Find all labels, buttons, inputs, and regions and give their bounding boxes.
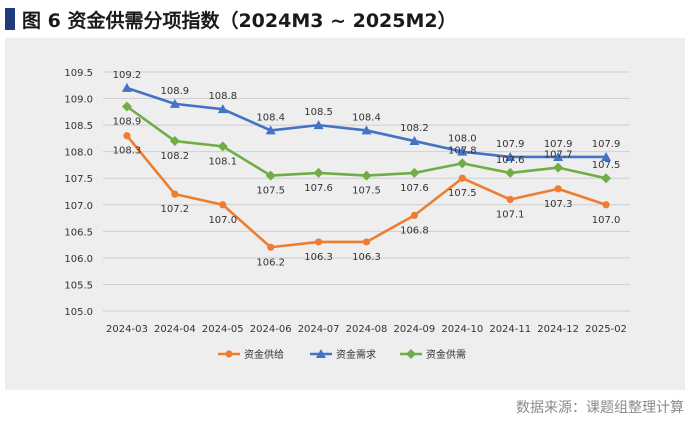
data-point-0 [219, 201, 227, 209]
data-point-0 [267, 243, 275, 251]
data-label: 107.9 [496, 139, 525, 150]
data-label: 108.2 [161, 151, 190, 162]
data-label: 108.9 [161, 86, 190, 97]
legend-label: 资金需求 [336, 348, 376, 361]
y-tick-label: 107.0 [64, 201, 93, 212]
data-label: 106.8 [400, 225, 429, 236]
x-tick-label: 2024-06 [250, 324, 292, 335]
y-tick-label: 107.5 [64, 174, 93, 185]
legend-label: 资金供需 [426, 348, 466, 361]
x-tick-label: 2024-05 [202, 324, 244, 335]
data-point-1 [217, 104, 228, 114]
x-tick-label: 2024-10 [441, 324, 483, 335]
data-point-2 [217, 141, 228, 152]
y-tick-label: 108.0 [64, 148, 93, 159]
data-label: 107.0 [208, 215, 237, 226]
data-label: 107.2 [161, 204, 190, 215]
data-point-0 [410, 211, 419, 219]
data-label: 108.5 [304, 107, 333, 118]
data-label: 107.5 [448, 188, 477, 199]
y-tick-label: 109.5 [64, 68, 93, 79]
data-label: 107.1 [496, 209, 525, 220]
data-label: 107.5 [592, 160, 621, 171]
data-label: 108.0 [448, 134, 477, 145]
data-point-0 [362, 238, 371, 246]
data-point-1 [553, 151, 564, 161]
data-label: 108.4 [352, 112, 381, 123]
legend-marker [406, 349, 416, 359]
y-tick-label: 105.5 [64, 280, 93, 291]
data-label: 107.5 [352, 186, 381, 197]
source-note: 数据来源：课题组整理计算 [516, 400, 684, 416]
data-label: 108.2 [400, 123, 429, 134]
data-point-2 [361, 170, 372, 181]
data-point-0 [123, 132, 131, 140]
data-label: 107.6 [496, 155, 525, 166]
data-label: 108.9 [113, 117, 142, 128]
title-marker [5, 8, 15, 30]
data-point-2 [265, 170, 276, 181]
data-label: 106.2 [256, 257, 285, 268]
data-point-1 [457, 146, 468, 156]
y-tick-label: 109.0 [64, 95, 93, 106]
y-tick-label: 106.0 [64, 254, 93, 265]
data-point-0 [314, 238, 323, 246]
data-point-0 [458, 174, 466, 182]
data-point-2 [505, 167, 516, 178]
x-tick-label: 2025-02 [585, 324, 627, 335]
legend-marker [225, 350, 233, 358]
data-label: 107.6 [304, 183, 333, 194]
data-point-1 [409, 136, 420, 146]
x-tick-label: 2024-03 [106, 324, 148, 335]
data-label: 109.2 [113, 70, 142, 81]
data-point-1 [265, 125, 276, 135]
data-point-2 [121, 101, 132, 112]
y-tick-label: 108.5 [64, 121, 93, 132]
data-label: 107.8 [448, 145, 477, 156]
data-point-2 [313, 167, 324, 178]
data-label: 107.3 [544, 199, 573, 210]
data-label: 107.9 [592, 139, 621, 150]
x-tick-label: 2024-12 [537, 324, 579, 335]
data-label: 108.8 [208, 91, 237, 102]
data-label: 107.0 [592, 215, 621, 226]
data-label: 107.9 [544, 139, 573, 150]
chart-panel: 105.0 105.5 106.0 106.5 107.0 107.5 108.0 108.5… [5, 38, 685, 390]
data-point-2 [457, 158, 468, 169]
data-point-1 [505, 151, 516, 161]
y-tick-label: 105.0 [64, 307, 93, 318]
x-tick-label: 2024-11 [489, 324, 531, 335]
data-point-1 [313, 120, 324, 130]
line-chart: 105.0 105.5 106.0 106.5 107.0 107.5 108.0 108.5… [64, 68, 630, 361]
data-label: 107.5 [256, 186, 285, 197]
data-point-1 [121, 82, 132, 92]
data-label: 107.7 [544, 150, 573, 161]
data-point-1 [361, 125, 372, 135]
x-tick-label: 2024-04 [154, 324, 196, 335]
data-label: 108.3 [113, 146, 142, 157]
data-point-2 [553, 162, 564, 173]
data-point-1 [601, 151, 612, 161]
data-point-0 [602, 201, 610, 209]
data-point-2 [409, 167, 420, 178]
data-point-2 [601, 173, 612, 184]
data-label: 107.6 [400, 183, 429, 194]
y-tick-label: 106.5 [64, 227, 93, 238]
data-point-1 [169, 98, 180, 108]
data-label: 108.4 [256, 112, 285, 123]
data-point-0 [506, 195, 514, 204]
data-label: 106.3 [352, 252, 381, 263]
data-label: 108.1 [208, 156, 237, 167]
legend-marker [316, 349, 326, 358]
data-point-2 [169, 136, 180, 147]
chart-title: 图 6 资金供需分项指数（2024M3 ~ 2025M2） [22, 9, 457, 32]
title-bar: 图 6 资金供需分项指数（2024M3 ~ 2025M2） [5, 6, 457, 32]
legend-label: 资金供给 [244, 348, 284, 361]
data-point-0 [554, 185, 562, 193]
x-tick-label: 2024-09 [394, 324, 436, 335]
x-tick-label: 2024-08 [346, 324, 388, 335]
x-tick-label: 2024-07 [298, 324, 340, 335]
data-label: 106.3 [304, 252, 333, 263]
data-point-0 [171, 190, 179, 198]
